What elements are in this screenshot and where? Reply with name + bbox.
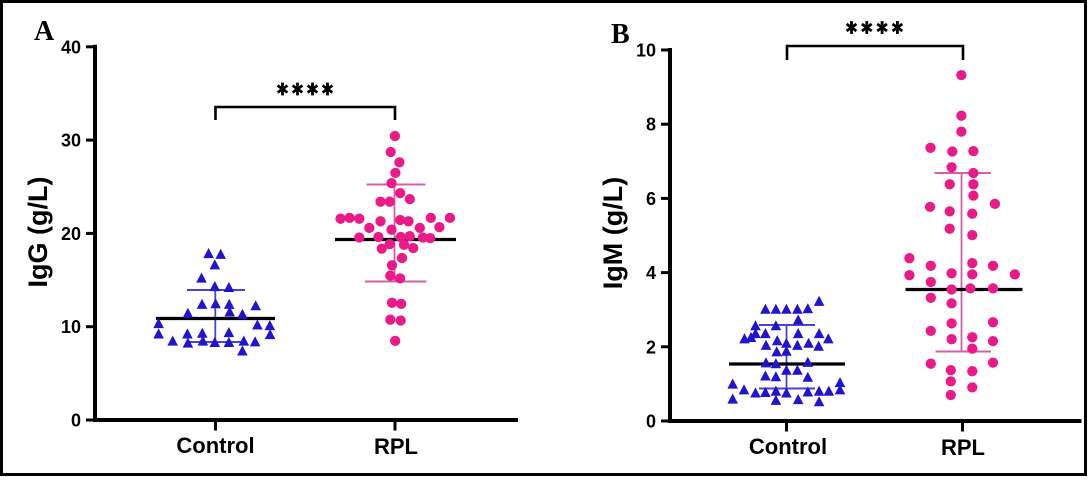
- svg-text:4: 4: [646, 263, 656, 283]
- svg-text:IgG (g/L): IgG (g/L): [23, 177, 53, 288]
- svg-text:Control: Control: [749, 434, 827, 459]
- svg-text:RPL: RPL: [941, 435, 985, 460]
- svg-text:30: 30: [61, 131, 81, 151]
- svg-text:10: 10: [636, 41, 656, 61]
- svg-text:40: 40: [61, 37, 81, 57]
- svg-text:IgM (g/L): IgM (g/L): [598, 177, 628, 289]
- svg-text:0: 0: [646, 412, 656, 432]
- svg-text:Control: Control: [176, 433, 254, 458]
- svg-text:6: 6: [646, 189, 656, 209]
- svg-text:8: 8: [646, 115, 656, 135]
- svg-text:B: B: [611, 19, 630, 50]
- svg-text:0: 0: [71, 411, 81, 431]
- svg-text:20: 20: [61, 224, 81, 244]
- svg-text:A: A: [34, 16, 55, 47]
- svg-text:RPL: RPL: [374, 434, 418, 459]
- svg-text:10: 10: [61, 317, 81, 337]
- svg-text:2: 2: [646, 337, 656, 357]
